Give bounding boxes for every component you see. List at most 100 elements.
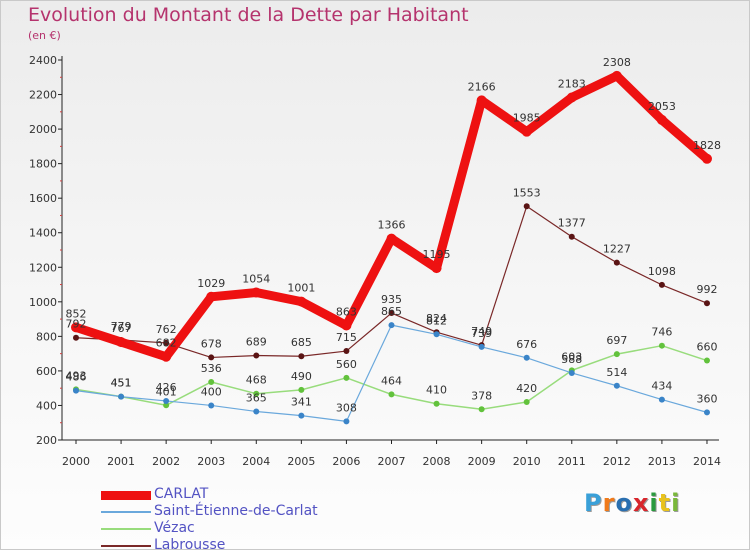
data-label-carlat: 1366 <box>377 219 405 232</box>
data-point-carlat <box>341 320 352 331</box>
data-point-labrousse <box>253 352 260 359</box>
data-label-saint-etienne-de-carlat: 588 <box>561 353 582 366</box>
data-label-saint-etienne-de-carlat: 341 <box>291 396 312 409</box>
data-label-saint-etienne-de-carlat: 514 <box>606 366 627 379</box>
data-label-labrousse: 1553 <box>513 186 541 199</box>
data-label-vezac: 464 <box>381 374 402 387</box>
data-label-carlat: 2166 <box>468 80 496 93</box>
data-label-carlat: 2053 <box>648 100 676 113</box>
data-label-labrousse: 762 <box>156 323 177 336</box>
data-label-saint-etienne-de-carlat: 400 <box>201 385 222 398</box>
data-label-labrousse: 1098 <box>648 265 676 278</box>
data-label-vezac: 536 <box>201 362 222 375</box>
y-tick-label: 1000 <box>29 296 57 309</box>
data-point-labrousse <box>163 339 170 346</box>
data-point-carlat <box>431 263 442 274</box>
legend-swatch <box>101 528 151 530</box>
data-label-carlat: 1001 <box>287 282 315 295</box>
data-point-saint-etienne-de-carlat <box>433 331 440 338</box>
data-label-labrousse: 1377 <box>558 217 586 230</box>
unit-label: (en €) <box>28 29 61 42</box>
data-label-vezac: 410 <box>426 384 447 397</box>
legend-label: CARLAT <box>154 486 209 502</box>
proxiti-logo: Proxiti <box>584 489 681 517</box>
data-point-saint-etienne-de-carlat <box>523 354 530 361</box>
data-point-labrousse <box>73 334 79 341</box>
data-point-vezac <box>163 402 170 409</box>
data-label-vezac: 420 <box>516 382 537 395</box>
y-tick-label: 1400 <box>29 227 57 240</box>
y-tick-label: 800 <box>36 330 57 343</box>
data-point-carlat <box>656 114 667 125</box>
data-label-saint-etienne-de-carlat: 739 <box>471 327 492 340</box>
legend-label: Labrousse <box>154 537 226 553</box>
x-tick-label: 2012 <box>603 455 631 468</box>
data-point-labrousse <box>613 259 620 266</box>
data-point-carlat <box>296 296 307 307</box>
data-label-labrousse: 792 <box>66 318 87 331</box>
x-tick-label: 2006 <box>332 455 360 468</box>
x-tick-label: 2011 <box>558 455 586 468</box>
data-label-labrousse: 779 <box>111 320 132 333</box>
data-label-carlat: 2308 <box>603 56 631 69</box>
data-label-carlat: 863 <box>336 305 357 318</box>
legend-item-carlat: CARLAT <box>101 486 401 504</box>
data-label-vezac: 493 <box>66 369 87 382</box>
x-tick-label: 2005 <box>287 455 315 468</box>
data-label-vezac: 490 <box>291 370 312 383</box>
data-label-saint-etienne-de-carlat: 865 <box>381 305 402 318</box>
legend-item-vezac: Vézac <box>101 520 401 538</box>
data-label-vezac: 660 <box>696 341 717 354</box>
data-label-carlat: 1195 <box>423 248 451 261</box>
x-tick-label: 2002 <box>152 455 180 468</box>
data-point-saint-etienne-de-carlat <box>343 418 350 425</box>
data-label-labrousse: 992 <box>696 283 717 296</box>
y-tick-label: 1200 <box>29 261 57 274</box>
data-point-saint-etienne-de-carlat <box>73 387 79 394</box>
data-point-carlat <box>611 70 622 81</box>
y-tick-label: 2200 <box>29 89 57 102</box>
legend-label: Vézac <box>154 520 195 536</box>
data-point-labrousse <box>523 203 530 210</box>
data-label-saint-etienne-de-carlat: 365 <box>246 392 267 405</box>
chart-title: Evolution du Montant de la Dette par Hab… <box>28 4 469 26</box>
data-point-saint-etienne-de-carlat <box>298 412 305 419</box>
data-point-carlat <box>476 95 487 106</box>
data-label-vezac: 746 <box>651 326 672 339</box>
data-point-carlat <box>701 153 712 164</box>
y-tick-label: 200 <box>36 434 57 447</box>
data-point-labrousse <box>568 233 575 240</box>
data-label-vezac: 451 <box>111 377 132 390</box>
data-label-carlat: 852 <box>66 307 87 320</box>
data-label-saint-etienne-de-carlat: 451 <box>111 377 132 390</box>
data-point-carlat <box>206 291 217 302</box>
data-point-saint-etienne-de-carlat <box>703 409 710 416</box>
data-label-vezac: 401 <box>156 385 177 398</box>
data-point-carlat <box>116 337 127 348</box>
data-label-labrousse: 678 <box>201 337 222 350</box>
data-label-carlat: 767 <box>111 322 132 335</box>
data-label-vezac: 697 <box>606 334 627 347</box>
data-label-labrousse: 685 <box>291 336 312 349</box>
legend-label: Saint-Étienne-de-Carlat <box>154 503 318 519</box>
data-label-carlat: 682 <box>156 337 177 350</box>
x-tick-label: 2013 <box>648 455 676 468</box>
data-point-labrousse <box>658 281 665 288</box>
data-label-labrousse: 824 <box>426 312 447 325</box>
x-tick-label: 2014 <box>693 455 721 468</box>
data-point-labrousse <box>298 353 305 360</box>
data-label-vezac: 560 <box>336 358 357 371</box>
data-label-labrousse: 749 <box>471 325 492 338</box>
data-label-carlat: 2183 <box>558 77 586 90</box>
legend-swatch <box>101 491 151 500</box>
legend-item-labrousse: Labrousse <box>101 537 401 555</box>
data-point-labrousse <box>388 310 395 317</box>
legend: CARLAT Saint-Étienne-de-Carlat Vézac Labrou… <box>101 486 401 555</box>
data-point-vezac <box>253 390 260 397</box>
data-point-saint-etienne-de-carlat <box>253 408 260 415</box>
data-label-carlat: 1029 <box>197 277 225 290</box>
data-point-saint-etienne-de-carlat <box>118 393 125 400</box>
data-label-labrousse: 935 <box>381 293 402 306</box>
data-point-vezac <box>298 386 305 393</box>
